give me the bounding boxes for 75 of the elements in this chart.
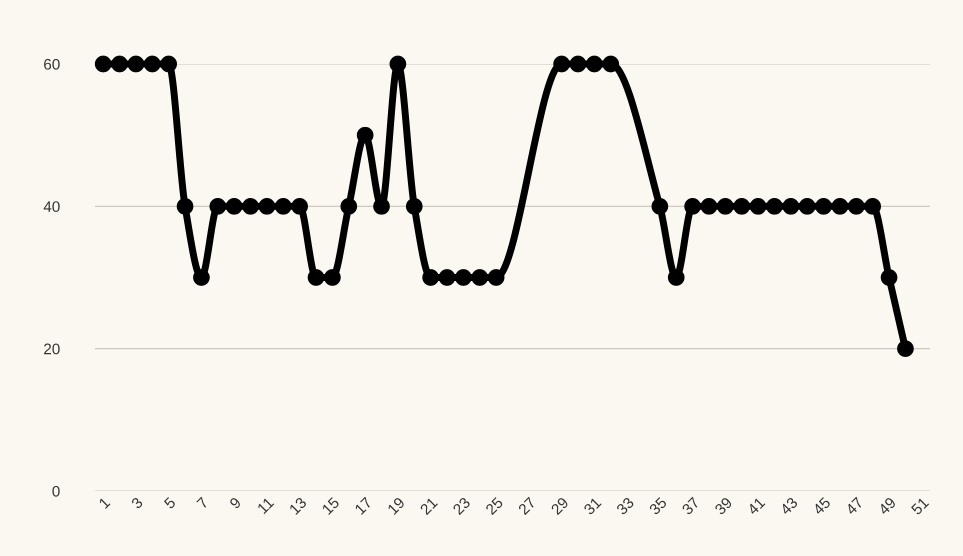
- point: [798, 198, 816, 215]
- x-tick-label: 31: [583, 496, 602, 516]
- x-tick-label: 43: [779, 496, 798, 516]
- y-tick-label: 40: [44, 201, 60, 212]
- x-tick-label: 15: [322, 496, 340, 515]
- point: [832, 198, 848, 215]
- x-tick-label: 37: [681, 496, 700, 516]
- point: [258, 198, 276, 215]
- point: [422, 269, 439, 286]
- point: [897, 340, 914, 357]
- y-tick-label: 0: [52, 486, 60, 497]
- point: [880, 269, 898, 286]
- x-tick-label: 3: [130, 496, 144, 510]
- point: [128, 56, 144, 72]
- x-tick-label: 35: [648, 496, 668, 516]
- point: [242, 198, 259, 215]
- point: [176, 198, 194, 215]
- x-tick-label: 23: [452, 496, 471, 516]
- point: [488, 269, 504, 286]
- point: [700, 198, 718, 215]
- point: [356, 126, 374, 144]
- y-tick-label: 60: [44, 58, 60, 70]
- point: [717, 198, 734, 215]
- point: [390, 56, 406, 72]
- y-tick-label: 20: [44, 344, 60, 354]
- x-tick-label: 29: [550, 496, 570, 516]
- x-tick-label: 41: [746, 496, 766, 516]
- point: [570, 56, 586, 72]
- x-tick-label: 5: [164, 496, 176, 510]
- x-tick-label: 45: [812, 496, 832, 516]
- x-tick-label: 11: [256, 496, 274, 514]
- x-tick-label: 27: [518, 496, 536, 516]
- point: [274, 198, 292, 215]
- point: [373, 198, 390, 215]
- point: [209, 198, 226, 215]
- point: [340, 198, 358, 215]
- point: [766, 198, 783, 215]
- point: [226, 198, 242, 215]
- x-tick-label: 39: [714, 496, 733, 516]
- x-tick-label: 25: [484, 496, 504, 516]
- x-tick-label: 21: [419, 496, 438, 516]
- point: [406, 198, 423, 215]
- x-tick-label: 33: [616, 496, 635, 516]
- point: [815, 198, 832, 215]
- point: [308, 269, 324, 286]
- point: [94, 56, 112, 72]
- point: [602, 56, 620, 72]
- point: [193, 269, 210, 286]
- x-tick-label: 51: [910, 496, 930, 516]
- point: [684, 198, 701, 215]
- point: [471, 269, 488, 286]
- x-tick-label: 7: [196, 496, 209, 510]
- x-tick-label: 1: [98, 496, 110, 509]
- point: [782, 198, 800, 215]
- x-tick-label: 17: [354, 496, 372, 515]
- point: [864, 198, 882, 215]
- point: [586, 56, 603, 72]
- point: [733, 198, 750, 215]
- point: [750, 198, 766, 215]
- x-tick-label: 13: [288, 496, 308, 515]
- point: [324, 269, 341, 286]
- point: [111, 56, 128, 72]
- point: [668, 269, 685, 286]
- point: [848, 198, 865, 215]
- x-tick-label: 9: [228, 496, 242, 510]
- point: [144, 56, 161, 72]
- point: [553, 56, 570, 72]
- point: [291, 198, 308, 215]
- point: [652, 198, 668, 215]
- point: [160, 56, 178, 72]
- point: [438, 269, 456, 286]
- x-tick-label: 19: [386, 496, 406, 515]
- x-tick-label: 47: [844, 496, 864, 516]
- x-tick-label: 49: [878, 496, 896, 516]
- point: [455, 269, 472, 286]
